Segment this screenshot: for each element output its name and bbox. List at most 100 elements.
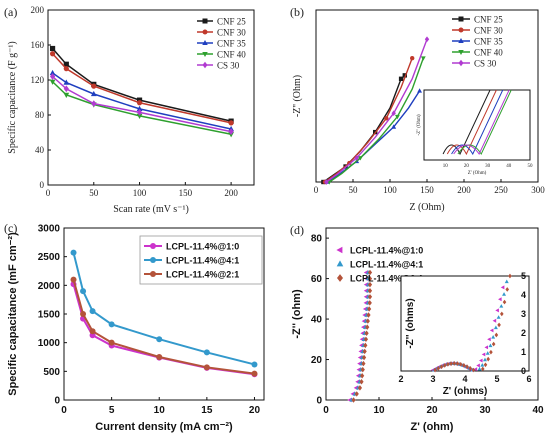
data-point xyxy=(361,354,367,361)
data-point xyxy=(500,311,504,317)
data-point xyxy=(203,349,210,356)
y-tick-label: 40 xyxy=(35,145,45,155)
x-tick-label: 50 xyxy=(349,185,359,195)
x-tick-label: 20 xyxy=(426,405,438,416)
legend-marker xyxy=(458,16,464,22)
y-axis-label: -Z'' (Ohm) xyxy=(292,75,303,117)
series-3 xyxy=(326,56,426,185)
data-point xyxy=(488,343,493,348)
data-point xyxy=(367,269,373,276)
data-point xyxy=(439,364,444,370)
y-tick-label: 60 xyxy=(311,274,323,285)
data-point xyxy=(351,397,356,403)
inset-series-curve xyxy=(453,89,510,155)
data-point xyxy=(49,69,56,76)
series-line xyxy=(325,38,428,183)
data-point xyxy=(424,36,430,43)
y-tick-label: 0 xyxy=(54,396,60,407)
inset-series-curve xyxy=(446,89,497,156)
data-point xyxy=(367,294,373,300)
inset-y-tick-label: 4 xyxy=(521,290,526,300)
data-point xyxy=(498,297,502,302)
data-point xyxy=(491,341,496,347)
inset-y-tick-label: 1 xyxy=(521,347,526,357)
y-tick-label: 0 xyxy=(316,396,322,407)
data-point xyxy=(364,330,369,336)
inset-x-tick-label: 6 xyxy=(526,374,531,384)
legend-marker xyxy=(458,27,464,33)
data-point xyxy=(365,318,370,324)
series-line xyxy=(326,90,421,183)
panel-label: (b) xyxy=(290,5,304,19)
inset-x-tick-label: 2 xyxy=(398,374,403,384)
legend-entry-3: CNF 40 xyxy=(452,48,503,58)
data-point xyxy=(70,276,77,283)
data-point xyxy=(417,88,423,93)
data-point xyxy=(251,361,258,368)
data-point xyxy=(354,391,359,397)
series-2 xyxy=(70,276,258,377)
legend-entry-0: LCPL-11.4%@1:0 xyxy=(336,246,423,256)
legend-marker xyxy=(336,246,343,254)
data-point xyxy=(465,364,469,370)
data-point xyxy=(136,105,143,111)
legend-entry-4: CS 30 xyxy=(452,59,497,69)
data-point xyxy=(449,361,453,366)
data-point xyxy=(80,288,87,295)
x-tick-label: 150 xyxy=(420,185,434,195)
data-point xyxy=(228,128,234,136)
y-axis-label: Specific capacitance (mF cm⁻²) xyxy=(7,232,19,396)
inset-background xyxy=(424,90,530,160)
legend-entry-4: CS 30 xyxy=(197,61,240,71)
y-tick-label: 0 xyxy=(40,180,45,190)
data-point xyxy=(484,345,489,350)
x-axis-label: Z' (ohm) xyxy=(411,421,454,433)
x-axis-label: Current density (mA cm⁻²) xyxy=(95,421,233,433)
data-point xyxy=(89,328,96,335)
data-point xyxy=(402,73,407,78)
legend-entry-1: LCPL-11.4%@4:1 xyxy=(144,256,239,266)
y-tick-label: 500 xyxy=(43,367,60,378)
y-tick-label: 80 xyxy=(35,110,45,120)
data-point xyxy=(361,360,366,367)
data-point xyxy=(492,318,497,323)
x-tick-label: 40 xyxy=(532,405,544,416)
data-point xyxy=(357,385,363,391)
data-point xyxy=(49,79,56,85)
x-tick-label: 100 xyxy=(133,188,147,198)
data-point xyxy=(80,311,87,317)
legend-marker xyxy=(202,18,208,24)
data-point xyxy=(485,351,490,355)
panel-a: (a) 0 50 100 150 200 0 40 80 120 160 200 Scan rate (… xyxy=(4,5,255,215)
series-line xyxy=(328,57,424,183)
data-point xyxy=(89,308,96,315)
data-point xyxy=(360,372,365,379)
inset-frame xyxy=(423,89,531,161)
legend-marker xyxy=(202,29,208,35)
data-point xyxy=(502,292,507,296)
legend-marker xyxy=(202,52,208,57)
data-point xyxy=(442,363,447,368)
inset-y-tick-label: 2 xyxy=(521,328,526,338)
inset-x-tick-label: 10 xyxy=(443,164,449,169)
y-axis-label: -Z'' (ohm) xyxy=(291,289,303,339)
data-point xyxy=(452,361,457,366)
x-tick-label: 20 xyxy=(249,405,261,416)
data-point xyxy=(367,281,373,288)
legend-label: LCPL-11.4%@4:1 xyxy=(350,260,423,270)
data-point xyxy=(366,312,371,318)
inset-y-tick-label: 0 xyxy=(521,366,526,376)
data-point xyxy=(491,334,496,339)
data-point xyxy=(477,366,482,371)
x-tick-label: 200 xyxy=(224,188,238,198)
legend-label: LCPL-11.4%@2:1 xyxy=(350,274,423,284)
x-axis-label: Z (Ohm) xyxy=(409,202,444,213)
legend-marker xyxy=(458,59,464,67)
data-point xyxy=(494,332,499,338)
data-point xyxy=(462,363,466,368)
data-point xyxy=(483,357,487,362)
series-1 xyxy=(322,55,415,185)
data-point xyxy=(480,363,485,367)
x-tick-label: 10 xyxy=(373,405,385,416)
legend-entry-0: LCPL-11.4%@1:0 xyxy=(144,242,239,252)
